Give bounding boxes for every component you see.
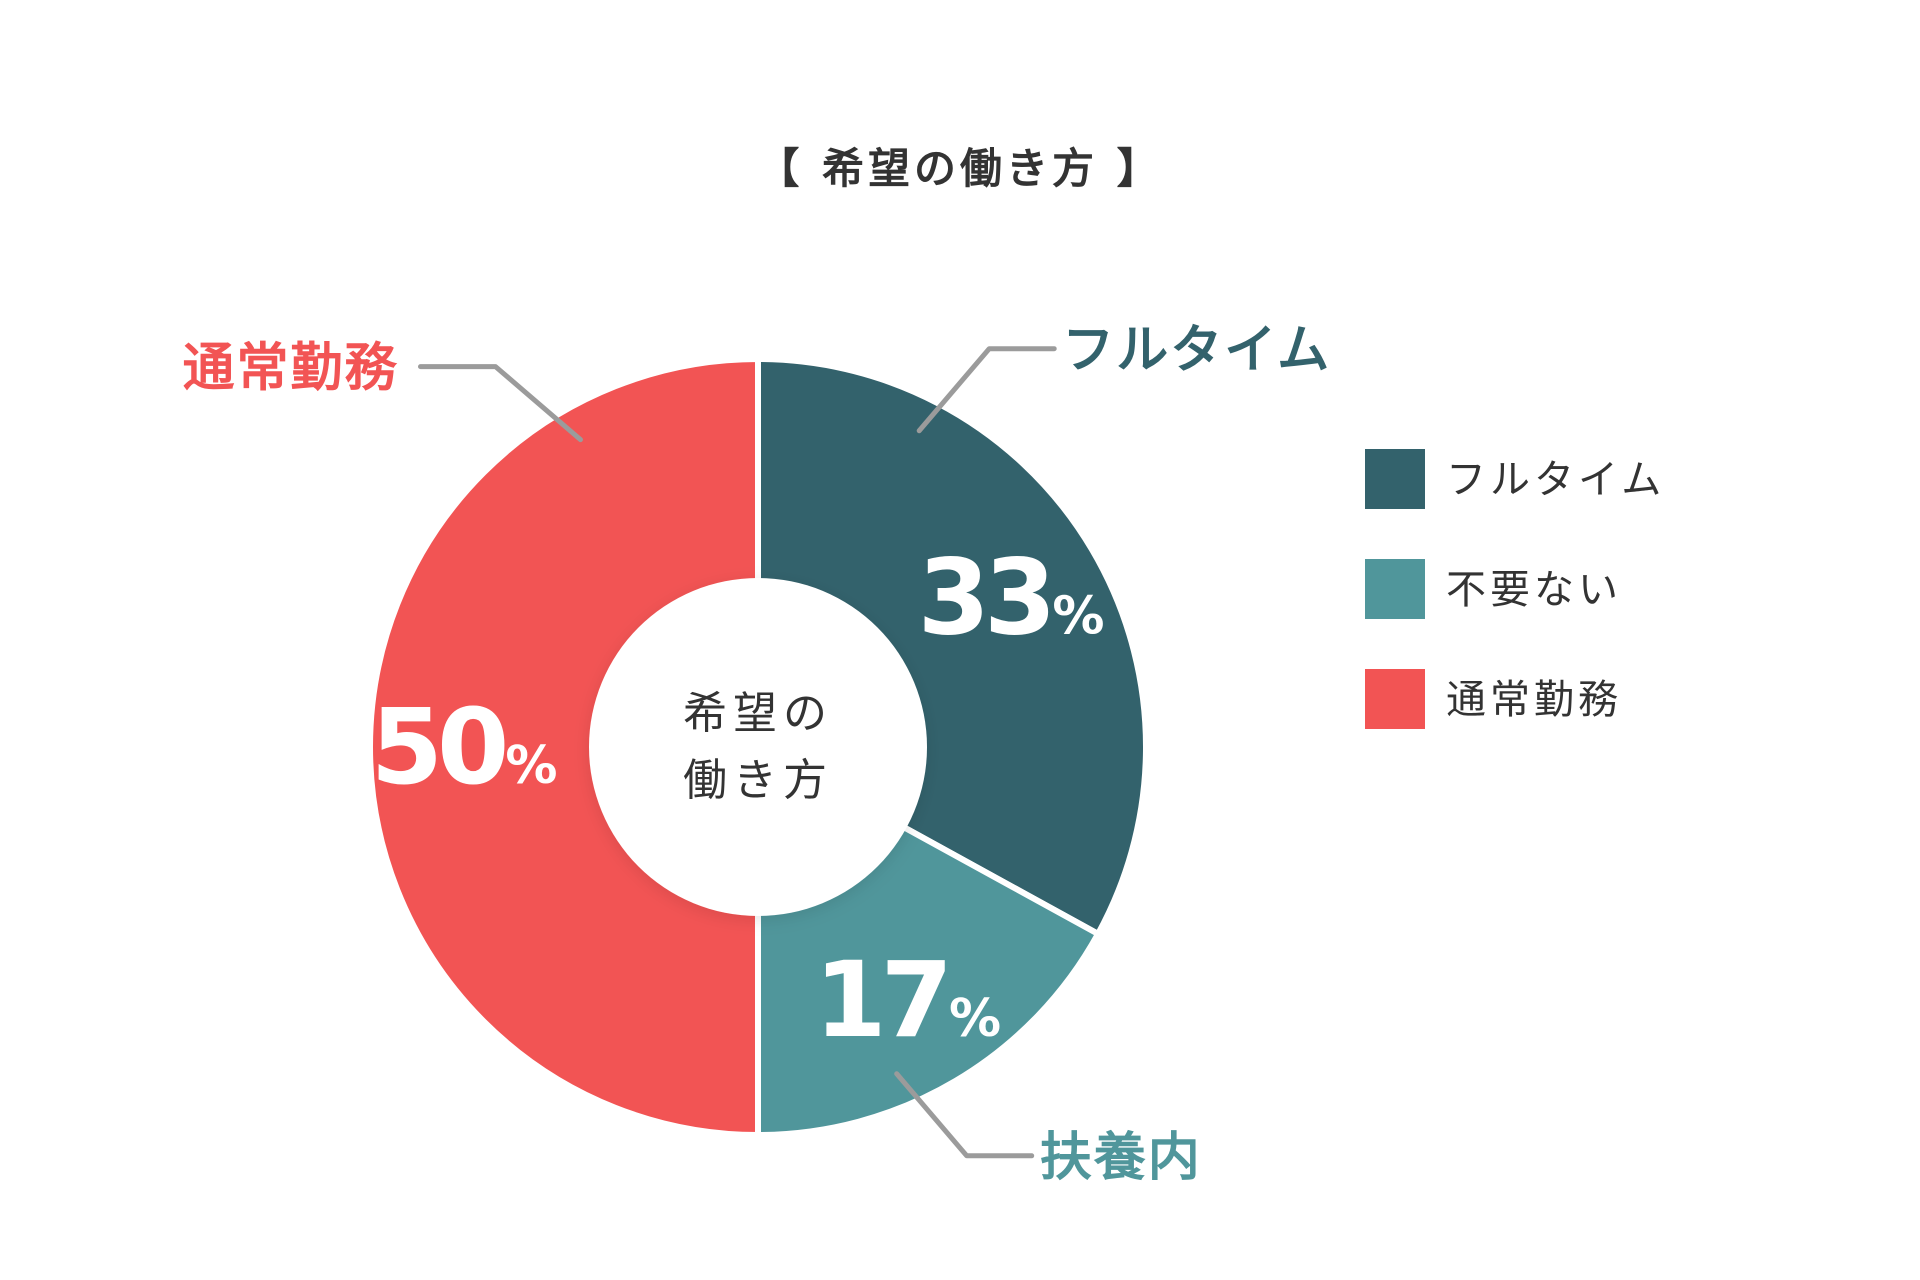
- value-labels: 33%17%50%: [371, 536, 1105, 1061]
- callout-leader-3: [418, 364, 583, 443]
- callout-label-2: 扶養内: [1040, 1128, 1202, 1188]
- value-unit-1: %: [1052, 586, 1104, 646]
- value-number-3: 50: [371, 686, 505, 808]
- callout-label-3: 通常勤務: [182, 339, 398, 399]
- callout-label-1: フルタイム: [1062, 321, 1331, 381]
- legend-label-1: フルタイム: [1446, 457, 1665, 503]
- value-unit-3: %: [505, 736, 557, 796]
- donut-hole: [589, 578, 927, 916]
- legend-swatch-2: [1365, 559, 1425, 619]
- legend-label-2: 不要ない: [1446, 567, 1622, 613]
- value-number-2: 17: [814, 939, 947, 1061]
- center-label-line-2: 働き方: [683, 755, 833, 806]
- chart-title: 【 希望の働き方 】: [757, 144, 1162, 193]
- callout-leader-1: [916, 346, 1057, 434]
- callout-leader-2: [894, 1071, 1035, 1159]
- center-label-line-1: 希望の: [683, 688, 833, 739]
- callout-leaders: [418, 346, 1057, 1159]
- legend-label-3: 通常勤務: [1446, 677, 1622, 723]
- value-label-1: 33%: [918, 536, 1105, 658]
- value-number-1: 33: [918, 536, 1051, 658]
- legend-swatch-1: [1365, 449, 1425, 509]
- value-unit-2: %: [949, 989, 1001, 1049]
- slice-3: [367, 356, 761, 1138]
- value-label-2: 17%: [814, 939, 1001, 1061]
- value-label-3: 50%: [371, 686, 558, 808]
- legend-swatch-3: [1365, 669, 1425, 729]
